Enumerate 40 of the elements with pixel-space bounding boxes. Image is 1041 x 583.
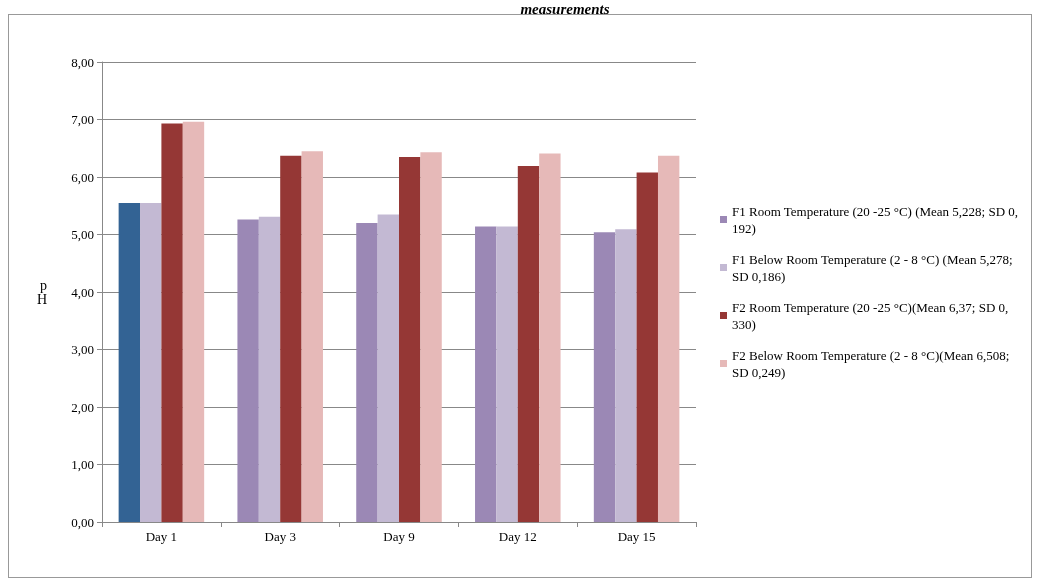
legend-label: F1 Below Room Temperature (2 - 8 °C) (Mean 5,278; SD 0,186) bbox=[732, 251, 1016, 284]
bar bbox=[657, 155, 680, 522]
bar bbox=[140, 202, 162, 522]
x-tick-label: Day 15 bbox=[617, 529, 656, 544]
y-tick-label: 4,00 bbox=[71, 284, 94, 300]
x-tick-label: Day 9 bbox=[383, 529, 415, 544]
bar bbox=[496, 226, 518, 522]
bar bbox=[280, 155, 302, 522]
y-tick-label: 0,00 bbox=[71, 514, 94, 530]
legend-label: F2 Room Temperature (20 -25 °C)(Mean 6,37; SD 0,330) bbox=[732, 299, 1009, 332]
y-tick-label: 1,00 bbox=[71, 457, 94, 472]
y-tick-label: 2,00 bbox=[71, 399, 94, 415]
x-tick-label: Day 12 bbox=[498, 529, 537, 544]
y-tick-label: 3,00 bbox=[71, 342, 94, 357]
bar bbox=[399, 156, 421, 522]
bar bbox=[301, 151, 323, 522]
bar bbox=[118, 202, 141, 522]
bar bbox=[475, 226, 497, 522]
chart-title: measurements bbox=[520, 0, 610, 17]
bar bbox=[161, 123, 183, 522]
y-tick-label: 5,00 bbox=[71, 227, 94, 242]
y-tick-label: 7,00 bbox=[71, 112, 94, 127]
bar bbox=[517, 166, 540, 522]
bar bbox=[182, 121, 205, 522]
bar bbox=[420, 152, 442, 522]
x-tick-label: Day 3 bbox=[264, 529, 296, 544]
x-tick-label: Day 1 bbox=[145, 529, 178, 544]
bar bbox=[237, 219, 259, 522]
bar bbox=[593, 232, 616, 522]
bar bbox=[356, 223, 378, 522]
y-tick-label: 6,00 bbox=[71, 169, 94, 185]
y-axis-title: pH bbox=[36, 277, 47, 307]
legend-label: F2 Below Room Temperature (2 - 8 °C)(Mean 6,508; SD 0,249) bbox=[732, 347, 1013, 380]
y-tick-label: 8,00 bbox=[71, 54, 94, 70]
bar bbox=[539, 153, 561, 522]
legend-label: F1 Room Temperature (20 -25 °C) (Mean 5,228; SD 0,192) bbox=[732, 203, 1019, 236]
bar bbox=[258, 216, 281, 522]
bar bbox=[377, 214, 399, 522]
bar bbox=[636, 172, 658, 522]
bar bbox=[615, 229, 637, 522]
